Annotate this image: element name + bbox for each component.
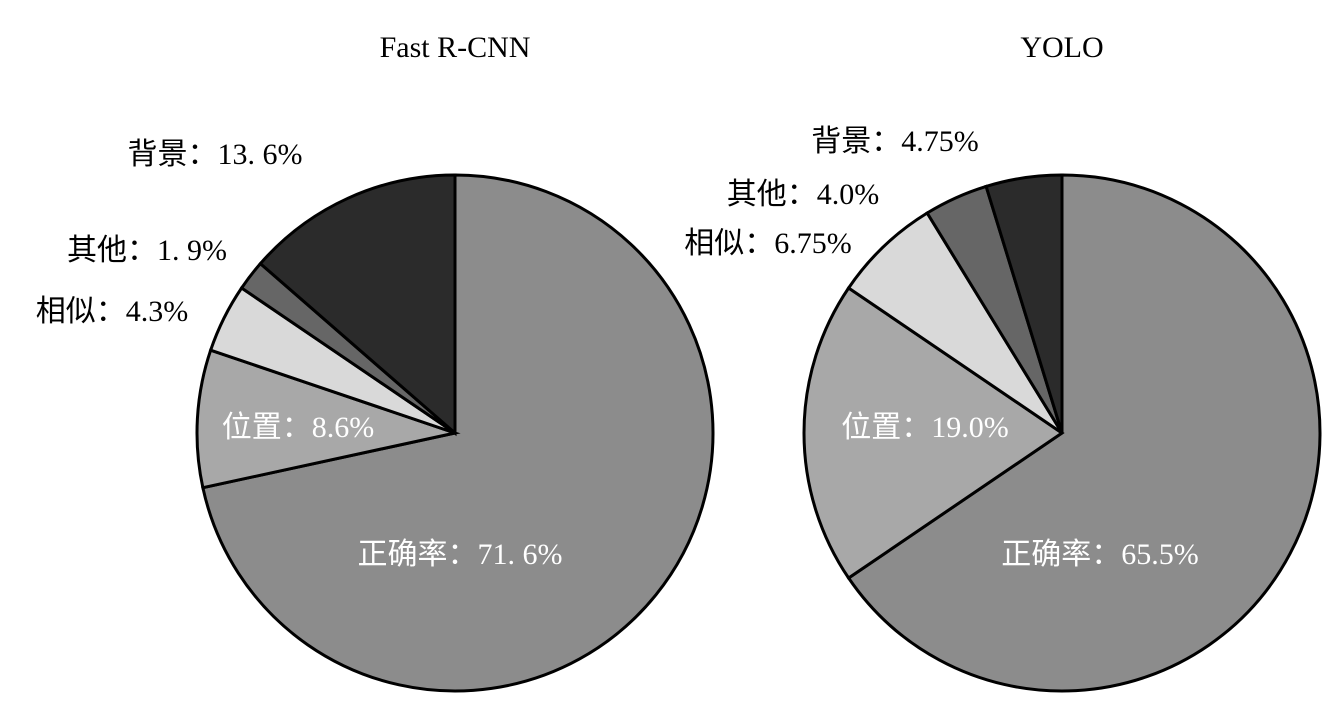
pie-slice <box>846 210 1064 435</box>
slice-label: 其他：4.0% <box>727 178 880 211</box>
value-label: 13. 6% <box>218 138 303 171</box>
value-label: 4.3% <box>126 295 189 328</box>
category-label: 背景： <box>128 138 218 171</box>
category-label: 相似： <box>36 295 126 328</box>
value-label: 4.75% <box>901 125 979 158</box>
pie-slice <box>984 173 1064 434</box>
slice-label: 正确率：71. 6% <box>358 538 563 571</box>
category-label: 位置： <box>841 411 931 444</box>
value-label: 1. 9% <box>157 234 227 267</box>
category-label: 正确率： <box>1001 538 1121 571</box>
slice-label: 位置：19.0% <box>841 411 1009 444</box>
value-label: 19.0% <box>931 411 1009 444</box>
value-label: 8.6% <box>312 411 375 444</box>
chart-title: Fast R-CNN <box>380 31 531 64</box>
slice-label: 正确率：65.5% <box>1001 538 1199 571</box>
value-label: 4.0% <box>817 178 880 211</box>
category-label: 其他： <box>727 178 817 211</box>
category-label: 相似： <box>684 227 774 260</box>
slice-label: 背景：13. 6% <box>128 138 303 171</box>
slice-label: 其他：1. 9% <box>67 234 227 267</box>
pie-slice <box>258 173 457 437</box>
slice-label: 相似：4.3% <box>36 295 189 328</box>
category-label: 其他： <box>67 234 157 267</box>
category-label: 背景： <box>811 125 901 158</box>
value-label: 71. 6% <box>478 538 563 571</box>
pie-slice <box>195 348 461 490</box>
pie-slice <box>802 285 1065 581</box>
pie-slice <box>846 173 1322 693</box>
slice-label: 相似：6.75% <box>684 227 852 260</box>
slice-label: 背景：4.75% <box>811 125 979 158</box>
value-label: 65.5% <box>1121 538 1199 571</box>
category-label: 正确率： <box>358 538 478 571</box>
slice-label: 位置：8.6% <box>222 411 375 444</box>
chart-title: YOLO <box>1020 31 1103 64</box>
category-label: 位置： <box>222 411 312 444</box>
value-label: 6.75% <box>774 227 852 260</box>
